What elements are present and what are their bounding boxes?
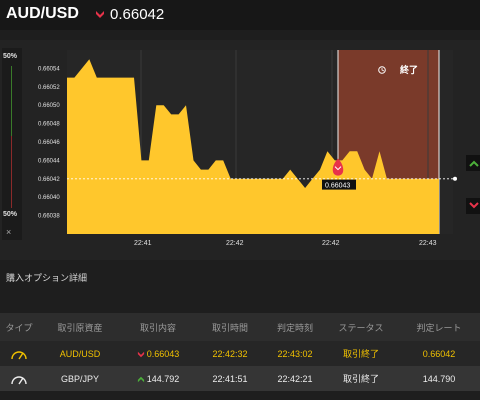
y-tick-label: 0.66040 (38, 195, 60, 201)
time-cell: 22:41:51 (212, 373, 248, 384)
chart-area: 0.66054 0.66052 0.66050 0.66048 0.66046 0.660… (0, 40, 480, 260)
header-judge-time: 判定時刻 (276, 322, 313, 333)
asset-cell: AUD/USD (59, 348, 101, 359)
header-asset: 取引原資産 (57, 322, 103, 333)
currency-pair: AUD/USD (6, 5, 79, 22)
end-label: 終了 (400, 64, 418, 75)
y-tick-label: 0.66052 (38, 85, 60, 91)
content-cell: 0.66043 (122, 349, 194, 359)
x-tick-label: 22:42 (322, 240, 340, 247)
entry-marker (332, 158, 344, 176)
table-header: タイプ 取引原資産 取引内容 取引時間 判定時刻 ステータス 判定レート (0, 313, 480, 341)
entry-label-box (322, 179, 356, 190)
probability-panel (2, 48, 22, 240)
table-row[interactable]: AUD/USD 0.66043 22:42:32 22:43:02 取引終了 0… (0, 341, 480, 366)
header-content: 取引内容 (139, 322, 176, 333)
time-cell: 22:42:32 (212, 348, 248, 359)
up-arrow-icon (469, 160, 479, 167)
asset-cell: GBP/JPY (60, 373, 99, 384)
entry-marker-arrow (334, 166, 342, 171)
down-arrow-icon (96, 11, 104, 18)
current-price: 0.66042 (110, 6, 165, 23)
rate-cell: 0.66042 (422, 348, 456, 359)
judge-time-cell: 22:43:02 (277, 348, 313, 359)
up-ratio-bar (11, 66, 12, 136)
y-tick-label: 0.66048 (38, 122, 60, 128)
y-tick-label: 0.66046 (38, 140, 60, 146)
entry-label: 0.66043 (325, 183, 350, 190)
rate-cell: 144.790 (422, 373, 456, 384)
down-arrow-icon (137, 351, 144, 357)
y-tick-label: 0.66054 (38, 66, 60, 72)
clock-icon (378, 66, 386, 74)
header-bar: AUD/USD 0.66042 (0, 0, 480, 30)
status-cell: 取引終了 (342, 349, 379, 359)
content-cell: 144.792 (122, 374, 194, 384)
up-arrow-icon (137, 376, 144, 382)
clock-hands (381, 68, 385, 72)
section-title: 購入オプション詳細 (6, 273, 88, 283)
header-time: 取引時間 (211, 322, 248, 333)
options-table: タイプ 取引原資産 取引内容 取引時間 判定時刻 ステータス 判定レート AUD… (0, 313, 480, 391)
gauge-icon (11, 375, 27, 384)
down-ratio-bar (11, 136, 12, 208)
x-tick-label: 22:42 (226, 240, 244, 247)
percent-top: 50% (3, 53, 18, 60)
x-tick-label: 22:41 (134, 240, 152, 247)
header-status: ステータス (338, 322, 384, 333)
price-area (67, 59, 439, 235)
down-arrow-icon (469, 202, 479, 209)
status-cell: 取引終了 (342, 374, 379, 384)
current-price-dot (453, 176, 457, 181)
table-row[interactable]: GBP/JPY 144.792 22:41:51 22:42:21 取引終了 1… (0, 366, 480, 391)
y-tick-label: 0.66038 (38, 214, 60, 220)
judge-time-cell: 22:42:21 (277, 373, 313, 384)
gauge-icon (11, 350, 27, 359)
x-tick-label: 22:43 (419, 240, 437, 247)
price-chart[interactable]: 0.66054 0.66052 0.66050 0.66048 0.66046 0.660… (0, 40, 480, 260)
close-icon[interactable]: × (6, 227, 12, 237)
y-tick-label: 0.66042 (38, 177, 60, 183)
header-type: タイプ (5, 322, 33, 333)
y-tick-label: 0.66050 (38, 103, 60, 109)
percent-bottom: 50% (3, 211, 18, 218)
header-rate: 判定レート (416, 322, 462, 333)
y-tick-label: 0.66044 (38, 158, 60, 164)
